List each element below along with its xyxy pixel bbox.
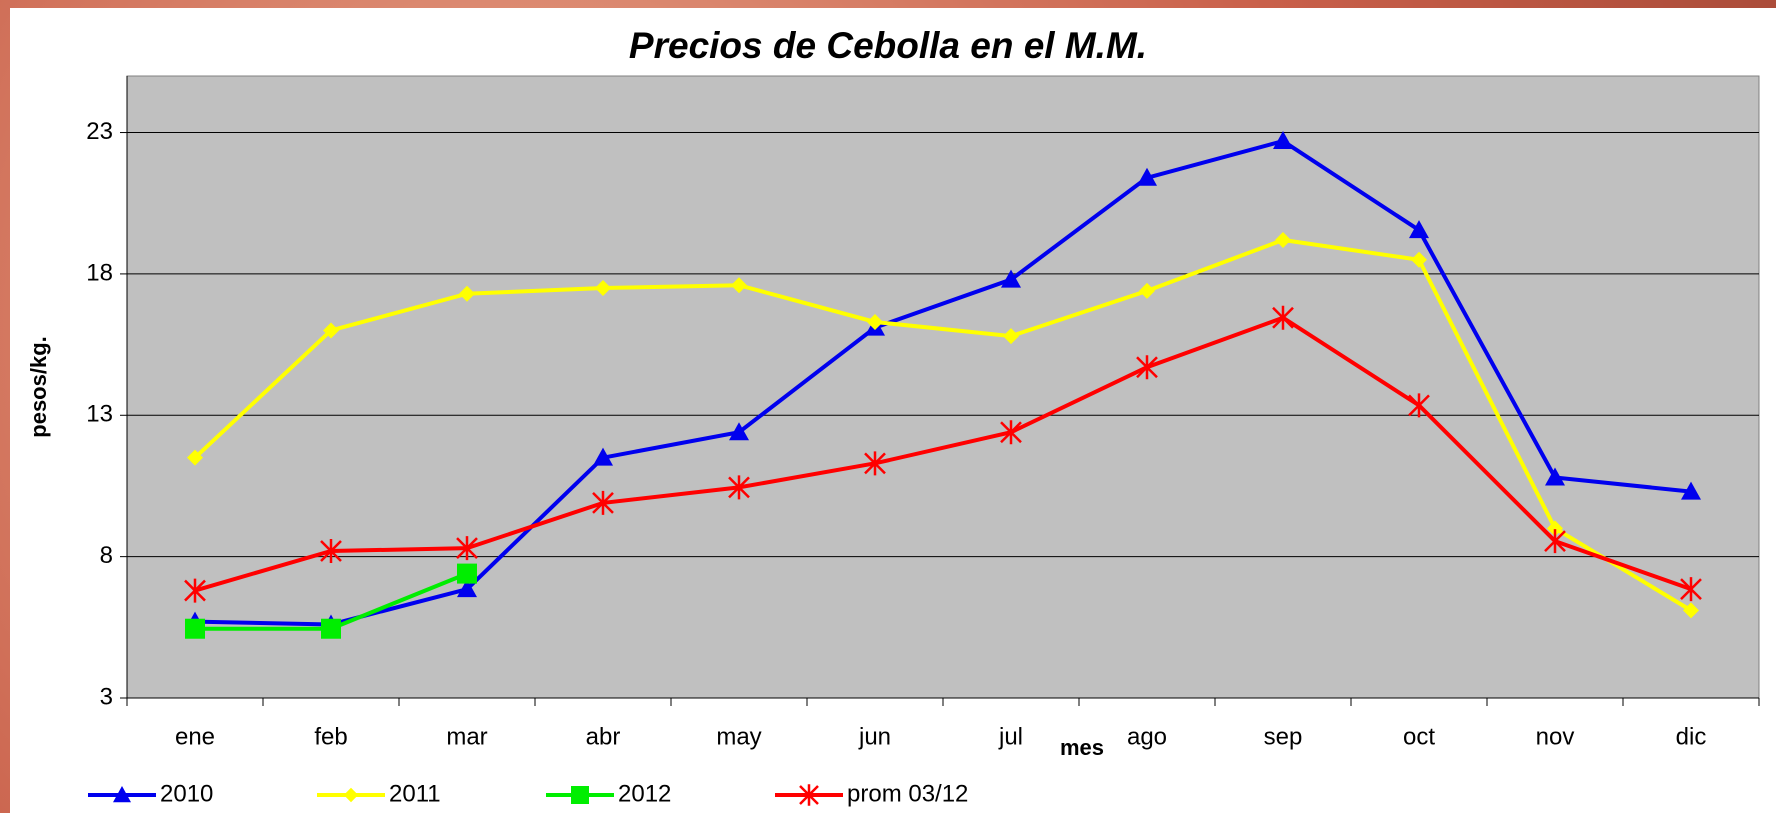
marker bbox=[731, 277, 747, 294]
marker bbox=[595, 280, 611, 297]
x-tick-label: feb bbox=[314, 723, 347, 750]
marker bbox=[343, 787, 359, 803]
marker bbox=[1547, 520, 1563, 537]
y-tick-label: 3 bbox=[100, 683, 113, 710]
marker bbox=[1275, 231, 1291, 248]
marker bbox=[571, 786, 589, 804]
marker bbox=[185, 618, 205, 639]
x-axis-title: mes bbox=[1060, 735, 1104, 760]
x-tick-label: abr bbox=[586, 723, 621, 750]
marker bbox=[1683, 602, 1699, 619]
y-tick-label: 23 bbox=[86, 118, 113, 145]
marker bbox=[1680, 577, 1702, 602]
marker bbox=[1544, 529, 1566, 554]
x-tick-label: nov bbox=[1536, 723, 1575, 750]
marker bbox=[321, 618, 341, 639]
marker bbox=[729, 422, 749, 441]
legend-label: 2012 bbox=[618, 780, 671, 807]
marker bbox=[1136, 355, 1158, 380]
series-line bbox=[193, 237, 1693, 613]
y-axis-title: pesos/kg. bbox=[26, 336, 51, 437]
marker bbox=[1137, 167, 1157, 186]
series-line bbox=[194, 138, 1692, 627]
x-tick-label: jun bbox=[858, 723, 891, 750]
x-tick-label: ago bbox=[1127, 723, 1167, 750]
y-tick-label: 8 bbox=[100, 542, 113, 569]
marker bbox=[1411, 251, 1427, 268]
x-tick-label: may bbox=[716, 723, 761, 750]
chart-title: Precios de Cebolla en el M.M. bbox=[629, 25, 1147, 66]
marker bbox=[728, 475, 750, 500]
x-tick-label: oct bbox=[1403, 723, 1435, 750]
marker bbox=[456, 536, 478, 561]
legend-label: 2010 bbox=[160, 780, 213, 807]
marker bbox=[593, 447, 613, 466]
marker bbox=[1408, 393, 1430, 418]
marker bbox=[457, 579, 477, 598]
marker bbox=[1139, 282, 1155, 299]
plot-area bbox=[126, 75, 1760, 699]
marker bbox=[459, 285, 475, 302]
marker bbox=[1545, 467, 1565, 486]
marker bbox=[184, 578, 206, 603]
marker bbox=[457, 563, 477, 584]
marker bbox=[1409, 220, 1429, 239]
x-tick-label: dic bbox=[1676, 723, 1707, 750]
x-tick-label: jul bbox=[998, 723, 1023, 750]
marker bbox=[323, 322, 339, 339]
marker bbox=[864, 451, 886, 476]
legend-label: 2011 bbox=[389, 780, 441, 807]
series-line bbox=[194, 315, 1692, 593]
marker bbox=[113, 786, 131, 803]
marker bbox=[1001, 269, 1021, 288]
marker bbox=[187, 449, 203, 466]
marker bbox=[320, 538, 342, 563]
marker bbox=[1681, 481, 1701, 500]
y-tick-label: 13 bbox=[86, 401, 113, 428]
y-tick-label: 18 bbox=[86, 259, 113, 286]
x-tick-label: mar bbox=[446, 723, 487, 750]
x-tick-label: ene bbox=[175, 723, 215, 750]
marker bbox=[799, 784, 819, 806]
x-tick-label: sep bbox=[1264, 723, 1303, 750]
legend-label: prom 03/12 bbox=[847, 780, 968, 807]
marker bbox=[867, 313, 883, 330]
marker bbox=[592, 490, 614, 515]
marker bbox=[1272, 305, 1294, 330]
marker bbox=[1003, 328, 1019, 345]
marker bbox=[1000, 420, 1022, 445]
marker bbox=[1273, 131, 1293, 150]
